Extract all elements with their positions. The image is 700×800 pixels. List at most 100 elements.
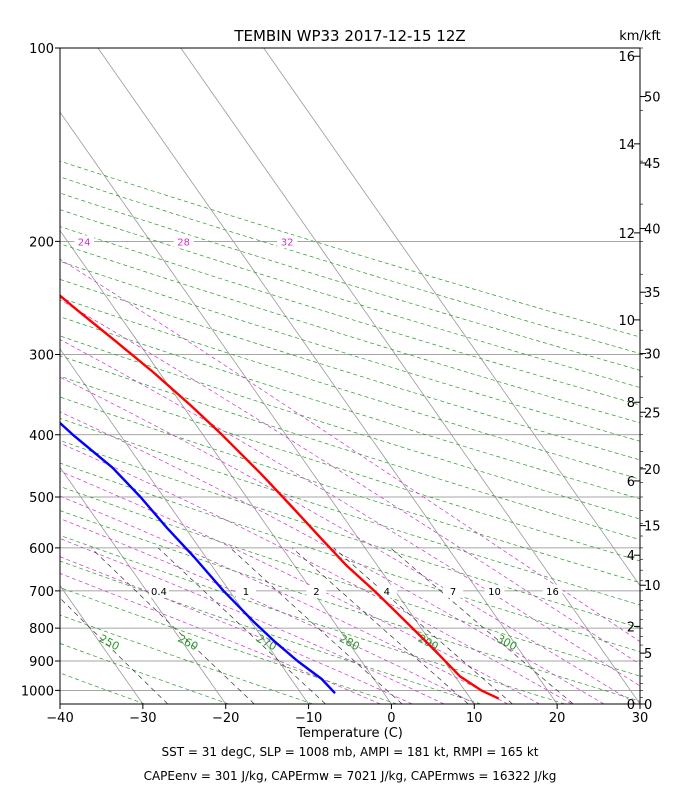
y-axis-tick-label: 900 [29,655,54,670]
mixing-ratio-label-bg [148,584,169,598]
dry-adiabats [60,160,640,704]
y-axis-tick-label: 600 [29,542,54,557]
mixing-ratio-label: 16 [546,587,559,598]
x-axis-tick-label: 20 [549,711,566,726]
mixing-ratio-line [60,597,168,704]
x-axis-tick-label: −20 [212,711,239,726]
y-axis-tick-label: 1000 [21,684,54,699]
kft-axis-tick-label: 45 [644,157,661,172]
mixing-ratio-label-bg [443,584,464,598]
dry-adiabat-line [60,192,640,371]
kft-axis-tick-label: 5 [644,647,652,662]
dry-adiabat-line [60,279,640,461]
mixing-ratio-lines [60,547,574,704]
mixing-ratio-label-bg [235,584,256,598]
y-axis-tick-label: 300 [29,348,54,363]
y-axis-tick-label: 400 [29,429,54,444]
moist-adiabat-line [60,299,640,665]
footer-line-1: SST = 31 degC, SLP = 1008 mb, AMPI = 181… [161,745,539,759]
moist-adiabat-label: 28 [177,237,190,248]
sounding-profiles [60,294,500,700]
dry-adiabat-line [60,243,640,424]
x-axis-tick-label: −30 [129,711,156,726]
dry-adiabat-line [60,375,640,562]
mixing-ratio-label: 7 [450,587,456,598]
isotherm-line [180,48,640,704]
kft-axis-tick-label: 20 [644,463,661,478]
mixing-ratio-line [230,547,403,704]
km-axis-tick-label: 6 [627,475,635,490]
km-axis-tick-label: 10 [618,314,635,329]
y-axis-tick-label: 200 [29,235,54,250]
mixing-ratio-label-bg [376,584,397,598]
mixing-ratio-label: 0.4 [151,587,167,598]
moist-adiabat-line [60,556,413,704]
dry-adiabat-line [60,486,640,677]
km-axis-tick-label: 12 [618,227,635,242]
plot-frame [59,47,641,705]
dry-adiabat-line [60,176,640,354]
mixing-ratio-label: 2 [313,587,319,598]
kft-axis-tick-label: 10 [644,579,661,594]
dry-adiabat-line [60,260,640,442]
kft-axis-tick-label: 25 [644,406,661,421]
x-axis-tick-label: 10 [466,711,483,726]
chart-title: TEMBIN WP33 2017-12-15 12Z [233,27,465,45]
isotherm-line [60,584,144,704]
km-axis-tick-label: 14 [618,138,635,153]
moist-adiabat-line [60,339,640,687]
dry-adiabat-line [60,160,640,338]
right-axis-label: km/kft [619,29,661,44]
moist-adiabat-label-bg [173,235,194,249]
dry-adiabat-line [60,297,640,480]
isotherm-line [97,48,558,704]
mixing-ratio-line [333,547,513,704]
mixing-ratio-label-bg [542,584,563,598]
mixing-ratio-label-bg [484,584,505,598]
isotherm-line [263,48,640,587]
kft-axis-tick-label: 15 [644,520,661,535]
dewpoint-profile [60,421,336,695]
kft-axis-tick-label: 40 [644,223,661,238]
km-axis-tick-label: 16 [618,50,635,65]
dry-adiabat-line [60,462,640,653]
mixing-ratio-label-bg [306,584,327,598]
moist-adiabat-label: 32 [281,237,294,248]
dry-adiabat-line [60,440,640,629]
moist-adiabat-label-bg [74,235,95,249]
km-axis-tick-label: 8 [627,396,635,411]
isotherm-line [60,111,475,704]
moist-adiabat-label-bg [277,235,298,249]
x-axis-label: Temperature (C) [296,726,403,741]
moist-adiabat-line [60,258,640,642]
mixing-ratio-label: 4 [384,587,390,598]
x-axis-tick-label: 0 [387,711,395,726]
y-axis-tick-label: 800 [29,622,54,637]
x-axis-tick-label: −40 [46,711,73,726]
kft-axis-tick-label: 35 [644,286,661,301]
isotherm-line [60,348,309,704]
axes: −40 −30 −20 −10 0 10 20 30100200300400500600700… [21,42,661,726]
mixing-ratio-line [90,547,255,704]
moist-adiabat-line [60,411,605,704]
mixing-ratio-line [157,547,326,704]
x-axis-tick-label: −10 [295,711,322,726]
km-axis-tick-label: 2 [627,620,635,635]
dry-adiabat-line [60,535,565,704]
y-axis-tick-label: 500 [29,491,54,506]
mixing-ratio-line [390,547,574,704]
y-axis-tick-label: 100 [29,42,54,57]
footer-line-2: CAPEenv = 301 J/kg, CAPErmw = 7021 J/kg,… [143,769,557,783]
moist-adiabat-line [60,376,637,704]
temperature-profile [60,294,500,700]
mixing-ratio-label: 10 [488,587,501,598]
mixing-ratio-line [292,547,469,704]
moist-adiabat-line [60,470,540,704]
dry-adiabat-line [60,587,397,704]
moist-adiabat-label: 24 [78,237,91,248]
moist-adiabat-line [60,495,508,704]
km-axis-tick-label: 0 [627,698,635,713]
km-axis-tick-label: 4 [627,549,635,564]
